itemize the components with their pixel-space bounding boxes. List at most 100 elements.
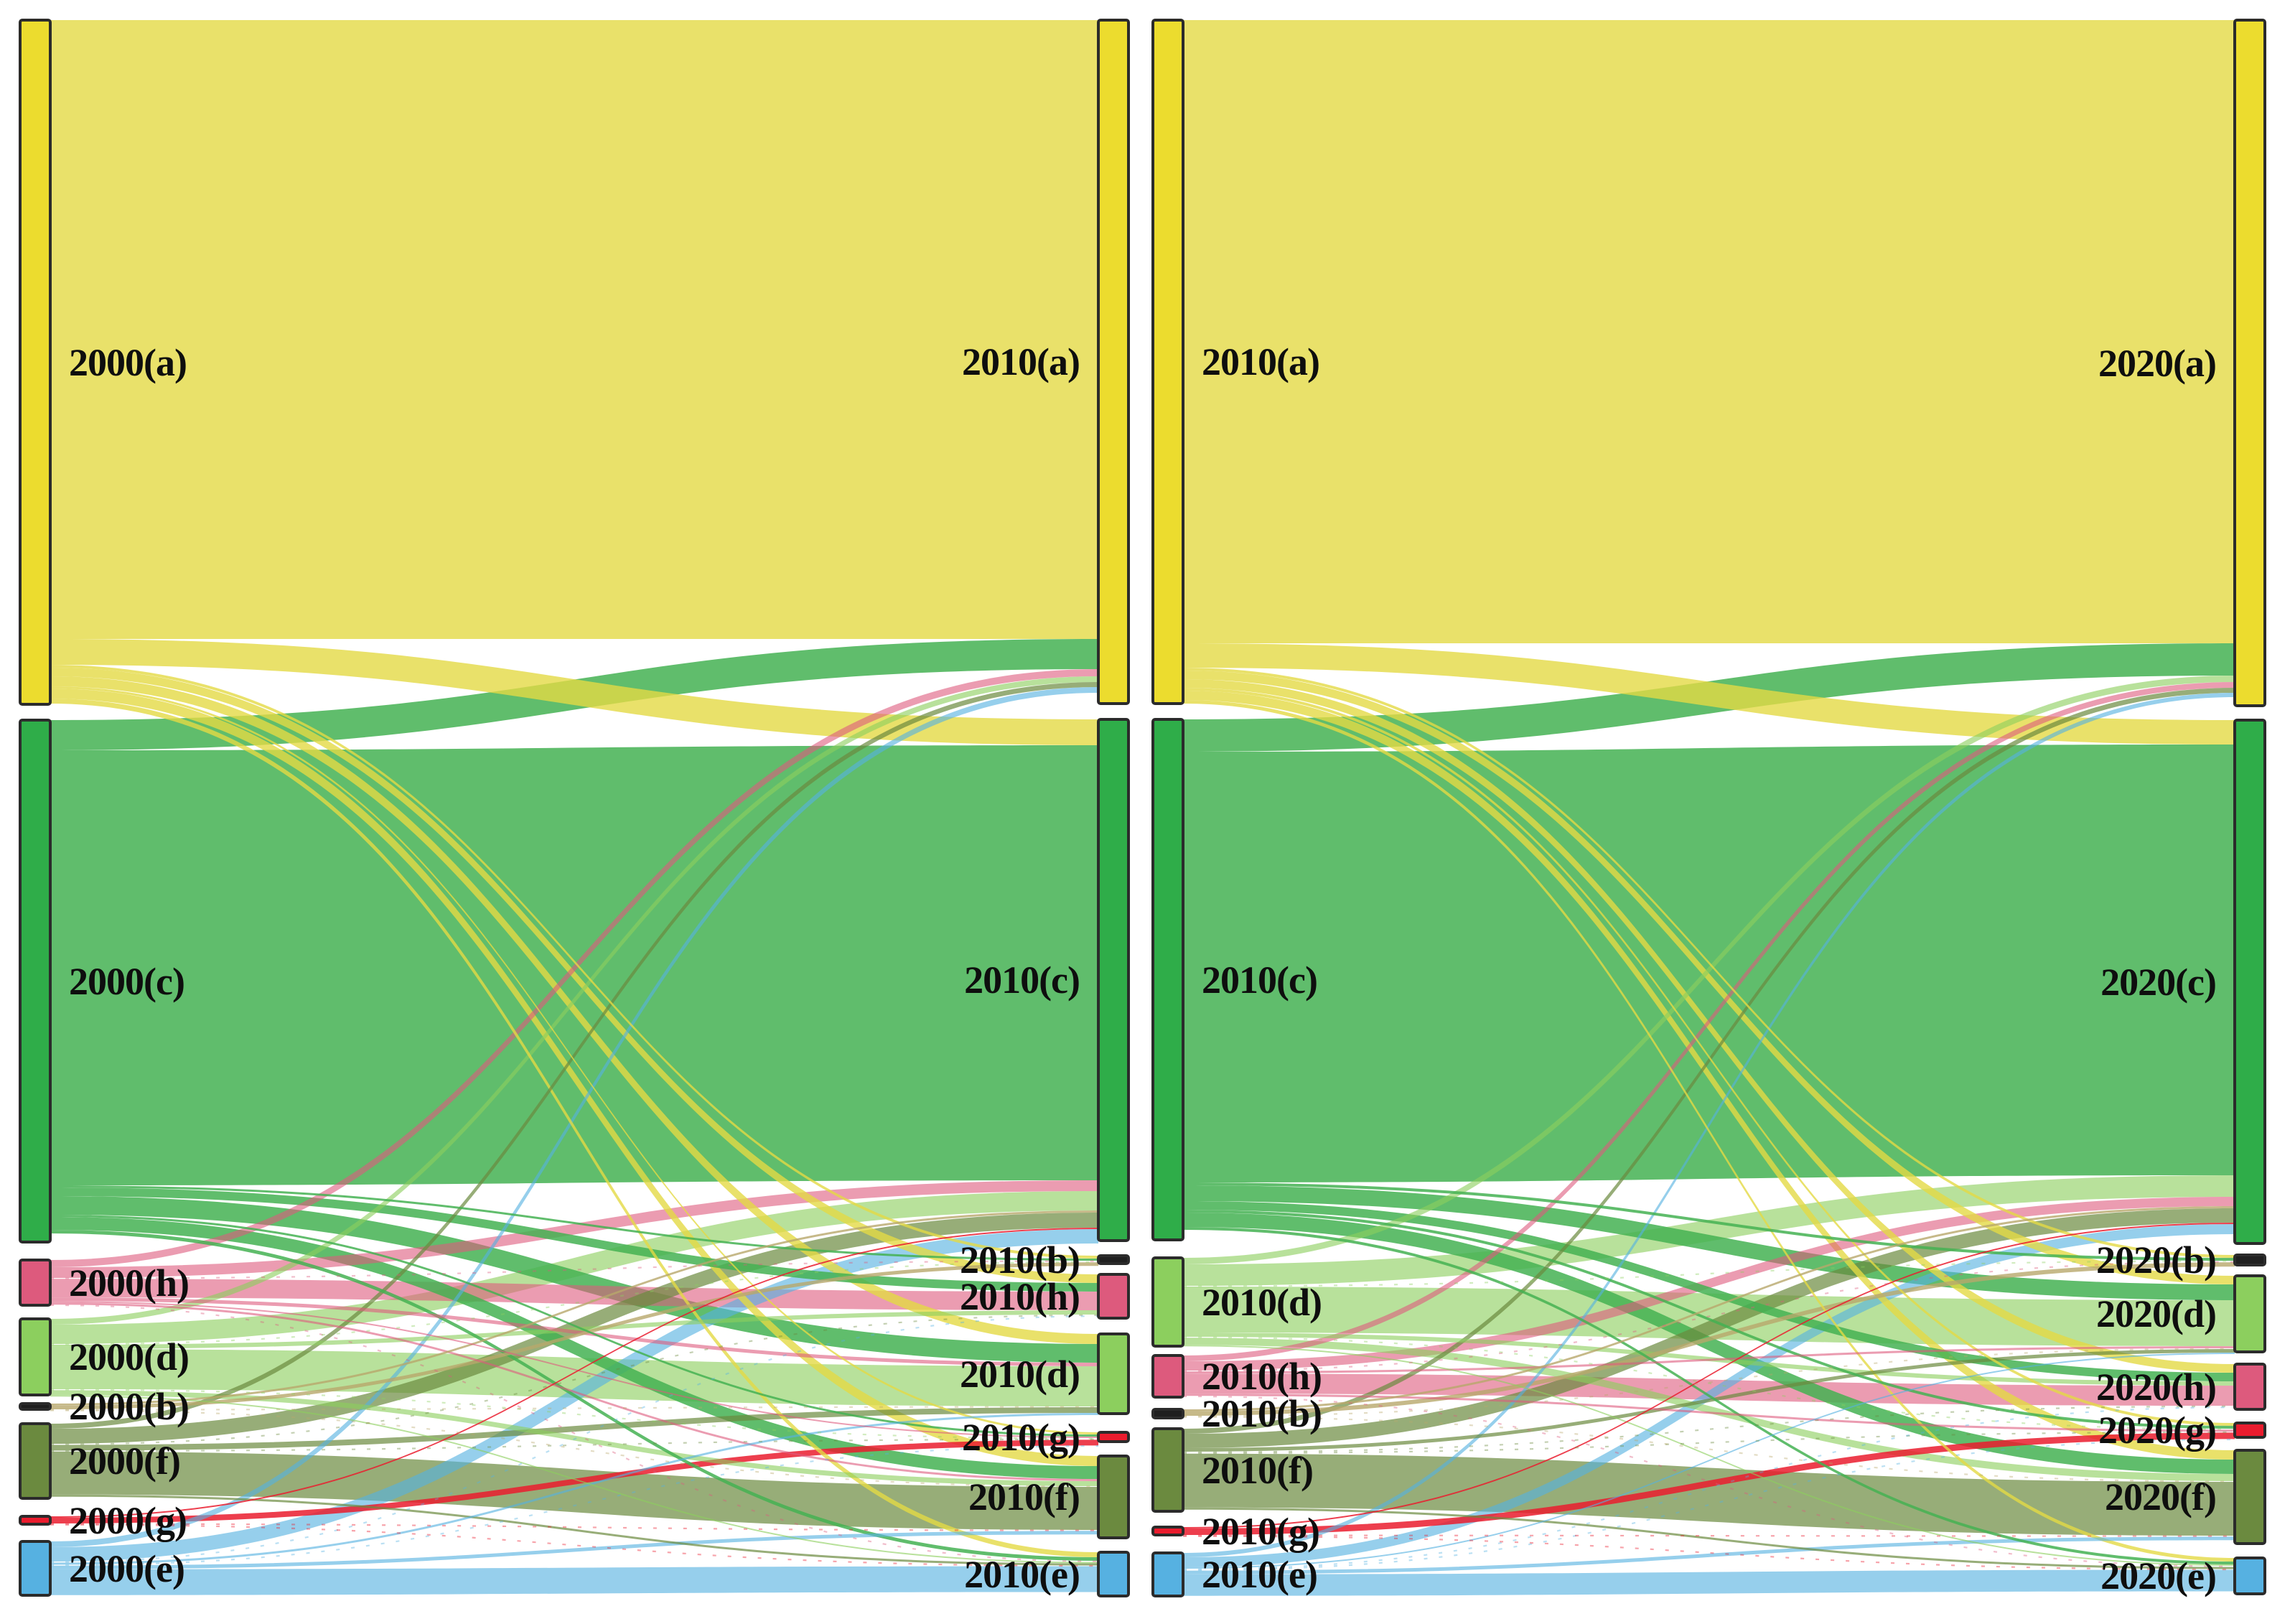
flow-2000f-2010e: [50, 1494, 1098, 1566]
flow-2010c-2020h: [1183, 1201, 2235, 1381]
node-2020g: [2233, 1422, 2266, 1439]
node-2000b: [19, 1402, 52, 1411]
node-2010g: [1097, 1431, 1130, 1443]
flow-2000a-2010e: [50, 699, 1098, 1557]
flow-2000d-2010h: [50, 1310, 1098, 1349]
flow-2010d-2020f: [1183, 1338, 2235, 1481]
node-2010a: [1097, 19, 1130, 705]
node-2000g: [19, 1515, 52, 1526]
flow-2000e-2010d: [50, 1413, 1098, 1565]
flow-2010g-2020g: [1183, 1432, 2235, 1535]
flow-2000h-2010g: [50, 1301, 1098, 1438]
node-2000h: [19, 1259, 52, 1307]
flow-2010c-2020d: [1183, 1185, 2235, 1300]
node-2010f: [1151, 1427, 1184, 1513]
node-2000f: [19, 1422, 52, 1500]
flow-2010b-2020c: [1183, 1206, 2235, 1411]
flow-2010d-2020e: [1183, 1345, 2235, 1566]
flow-2000a-2010b: [50, 665, 1098, 1259]
flow-2000f-2010d: [50, 1407, 1098, 1451]
flow-2010f-2020c: [1183, 1208, 2235, 1448]
flow-2010f-2020a: [1183, 688, 2235, 1434]
flow-2000c-2010f: [50, 1217, 1098, 1479]
flow-2000g-2010g: [50, 1439, 1098, 1523]
flow-2010a-2020a: [1183, 20, 2235, 643]
flow-2000f-2010a: [50, 682, 1098, 1429]
flow-dotted-2000f-2010h: [50, 1314, 1099, 1445]
flow-2010e-2020e: [1183, 1569, 2235, 1596]
node-2010f: [1097, 1455, 1130, 1539]
node-2000d: [19, 1317, 52, 1396]
flow-2000h-2010h: [50, 1279, 1098, 1310]
flow-2000b-2010b: [50, 1262, 1098, 1409]
flow-2010a-2020d: [1183, 671, 2235, 1284]
flow-dotted-2000g-2010e: [50, 1523, 1099, 1567]
flow-2000f-2010f: [50, 1451, 1098, 1530]
node-2020b: [2233, 1254, 2266, 1266]
flow-2000c-2010b: [50, 1185, 1098, 1261]
flow-2000a-2010f: [50, 689, 1098, 1466]
flow-dotted-2000h-2010b: [50, 1260, 1099, 1279]
flow-2010d-2020c: [1183, 1175, 2235, 1286]
flow-2010h-2020c: [1183, 1197, 2235, 1371]
flow-2000e-2010a: [50, 687, 1098, 1547]
flow-2000b-2010c: [50, 1210, 1098, 1406]
node-2010g: [1151, 1526, 1184, 1536]
flow-dotted-2000e-2010g: [50, 1445, 1099, 1567]
flow-2000a-2010d: [50, 676, 1098, 1344]
flow-2010a-2020c: [1183, 643, 2235, 745]
flow-dotted-2000d-2010g: [50, 1389, 1099, 1439]
node-2010e: [1097, 1551, 1130, 1597]
node-2020d: [2233, 1274, 2266, 1353]
flow-2000h-2010a: [50, 669, 1098, 1267]
flow-2000g-2010c: [50, 1228, 1098, 1518]
flow-2010a-2020f: [1183, 691, 2235, 1460]
flow-2000d-2010c: [50, 1191, 1098, 1344]
flow-dotted-2000e-2010h: [50, 1315, 1099, 1563]
flow-2010f-2020e: [1183, 1507, 2235, 1569]
node-2010h: [1097, 1273, 1130, 1320]
flow-2000c-2010e: [50, 1230, 1098, 1561]
flow-dotted-2010d-2020g: [1182, 1336, 2235, 1430]
node-2010h: [1151, 1354, 1184, 1399]
flow-2000h-2010f: [50, 1302, 1098, 1481]
flow-2010h-2020a: [1183, 682, 2235, 1361]
flow-2000a-2010c: [50, 639, 1098, 745]
flow-2010e-2020d: [1183, 1353, 2235, 1569]
flow-dotted-2000b-2010d: [50, 1406, 1099, 1411]
node-2010c: [1151, 718, 1184, 1241]
flow-2000h-2010d: [50, 1297, 1098, 1366]
node-2010d: [1151, 1256, 1184, 1348]
flow-2010d-2020d: [1183, 1287, 2235, 1346]
node-2010a: [1151, 19, 1184, 705]
flow-2000c-2010d: [50, 1196, 1098, 1363]
flow-2010a-2020b: [1183, 668, 2235, 1258]
node-2020e: [2233, 1557, 2266, 1595]
flow-2010f-2020d: [1183, 1349, 2235, 1452]
flow-2010f-2020f: [1183, 1453, 2235, 1536]
node-2020a: [2233, 19, 2266, 707]
flow-2010c-2020b: [1183, 1182, 2235, 1261]
node-2010e: [1151, 1551, 1184, 1597]
node-2000c: [19, 719, 52, 1243]
flow-2010h-2020d: [1183, 1346, 2235, 1374]
node-2010c: [1097, 718, 1130, 1242]
flow-dotted-2000h-2010e: [50, 1304, 1099, 1562]
flow-2010h-2020h: [1183, 1373, 2235, 1406]
flow-2000a-2010h: [50, 668, 1098, 1283]
flow-dotted-2000f-2010g: [50, 1438, 1099, 1452]
node-2000a: [19, 19, 52, 706]
flow-2010b-2020b: [1183, 1262, 2235, 1416]
node-2020f: [2233, 1449, 2266, 1545]
flow-2000c-2010h: [50, 1187, 1098, 1292]
flow-2010e-2020a: [1183, 693, 2235, 1557]
flow-2000h-2010c: [50, 1180, 1098, 1278]
flow-2010g-2020c: [1183, 1223, 2235, 1529]
flow-2010d-2020a: [1183, 676, 2235, 1264]
flow-2010h-2020g: [1183, 1394, 2235, 1432]
flow-2000a-2010a: [50, 20, 1098, 639]
flow-2000e-2010e: [50, 1566, 1098, 1595]
node-2010d: [1097, 1333, 1130, 1415]
flow-2000c-2010g: [50, 1215, 1098, 1437]
